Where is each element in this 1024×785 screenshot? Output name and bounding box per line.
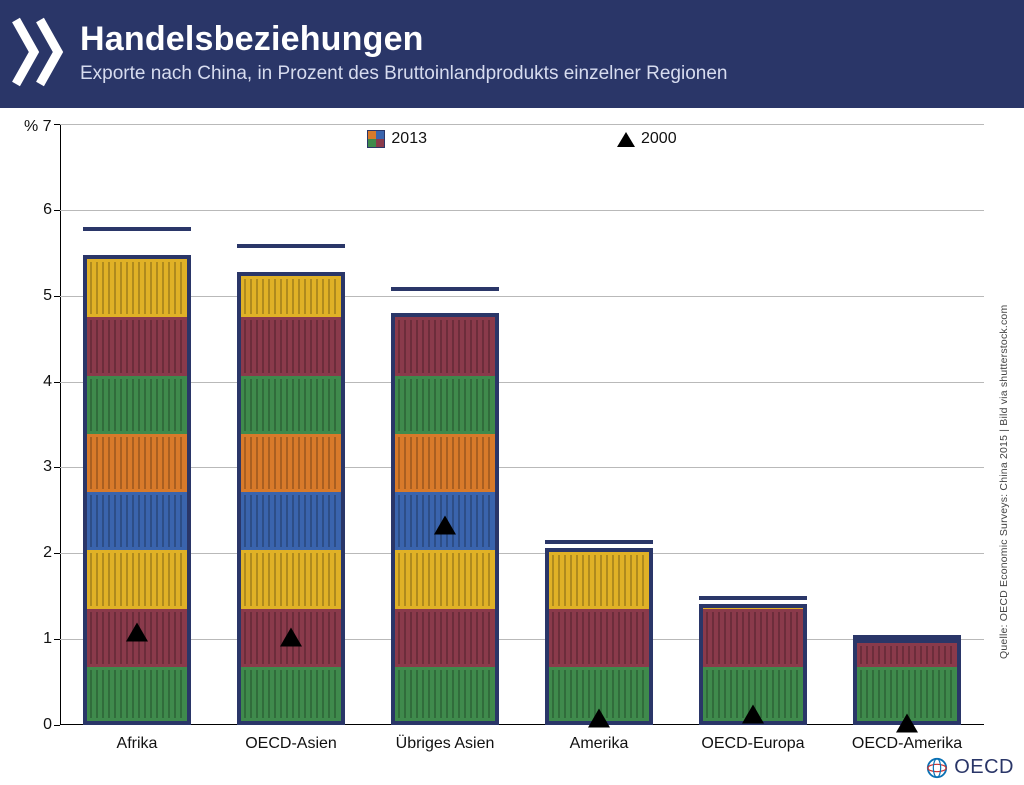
bar-segment [237,488,345,550]
bar-segment [237,313,345,375]
chart-title: Handelsbeziehungen [80,20,727,59]
grid-line [60,553,984,554]
bar-segment [237,430,345,492]
header: Handelsbeziehungen Exporte nach China, i… [0,0,1024,108]
bar [699,124,807,725]
bar-segment [545,548,653,608]
y-tick-label: 1 [22,630,52,648]
bar-segment [83,430,191,492]
bar [545,124,653,725]
marker-2000 [742,704,764,723]
chart-frame: Handelsbeziehungen Exporte nach China, i… [0,0,1024,785]
bar-segment [391,313,499,317]
grid-line [60,467,984,468]
marker-2000 [280,627,302,646]
chart-subtitle: Exporte nach China, in Prozent des Brutt… [80,63,727,85]
y-tick-label: 4 [22,373,52,391]
y-tick-mark [54,467,60,468]
source-credit: Quelle: OECD Economic Surveys: China 201… [998,238,1018,725]
y-tick-mark [54,124,60,125]
bar-segment [699,604,807,608]
oecd-brand-footer: OECD [926,756,1014,779]
bar-segment [237,546,345,608]
y-tick-label: 2 [22,544,52,562]
grid-line [60,296,984,297]
y-tick-label: 5 [22,287,52,305]
x-tick-label: OECD-Asien [245,725,337,753]
grid-line [60,124,984,125]
legend: 2013 2000 [60,130,984,148]
y-tick-label: 6 [22,201,52,219]
y-tick-label: 3 [22,458,52,476]
bar-segment [83,313,191,375]
bar-segment [391,605,499,667]
bar-segment [391,313,499,375]
bar-segment [391,430,499,492]
bar-segment [391,372,499,434]
bar-segment [237,663,345,725]
x-axis-line [60,724,984,725]
marker-2000 [588,709,610,728]
y-tick-mark [54,382,60,383]
bar-segment [83,546,191,608]
bar-segment [391,546,499,608]
y-tick-label: 0 [22,716,52,734]
y-axis-unit-label: % 7 [24,118,52,136]
bar [391,124,499,725]
x-tick-label: OECD-Europa [701,725,804,753]
marker-2000 [126,623,148,642]
bar-segment [83,372,191,434]
x-tick-label: Amerika [570,725,629,753]
bar-segment [391,663,499,725]
grid-line [60,210,984,211]
bar-segment [83,255,191,317]
grid-line [60,639,984,640]
bar-segment [237,272,345,317]
oecd-brand-text: OECD [954,756,1014,779]
y-tick-mark [54,639,60,640]
bar-segment [545,605,653,667]
plot-region: 2013 2000 0123456AfrikaOECD-AsienÜbriges… [60,124,984,725]
globe-icon [926,757,948,779]
header-text: Handelsbeziehungen Exporte nach China, i… [80,20,727,85]
y-tick-mark [54,296,60,297]
y-axis-line [60,124,61,725]
y-tick-mark [54,725,60,726]
x-tick-label: Afrika [117,725,158,753]
oecd-chevron-icon [12,12,70,92]
bar-segment [83,663,191,725]
bar-segment [83,488,191,550]
legend-swatch-2013 [367,130,385,148]
marker-2000 [896,713,918,732]
chart-area: % 7 2013 2000 0123456AfrikaOECD-AsienÜbr… [0,108,1024,785]
y-tick-mark [54,553,60,554]
y-tick-mark [54,210,60,211]
marker-2000 [434,516,456,535]
bar-segment [237,372,345,434]
bar-segment [699,605,807,667]
bar-segment [853,639,961,667]
grid-line [60,382,984,383]
bar [853,124,961,725]
x-tick-label: Übriges Asien [396,725,495,753]
